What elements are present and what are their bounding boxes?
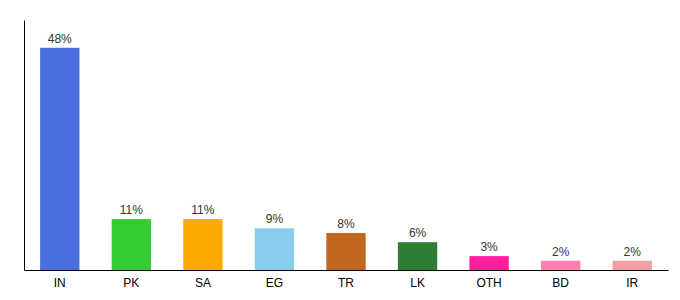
x-tick: PK	[123, 270, 139, 290]
bar	[541, 261, 580, 270]
x-axis-line	[25, 270, 669, 271]
y-axis	[24, 21, 25, 271]
x-tick: TR	[338, 270, 354, 290]
x-tick: EG	[266, 270, 283, 290]
x-tick-label: PK	[123, 276, 139, 290]
y-axis-line	[24, 21, 25, 271]
x-tick: OTH	[476, 270, 501, 290]
x-tick-label: EG	[266, 276, 283, 290]
x-tick-label: TR	[338, 276, 354, 290]
x-tick-label: IR	[626, 276, 638, 290]
bar	[326, 233, 365, 270]
plot: IN PK SA EG TR LK OTH BD IR 48% 11% 11% 9% 8% 6% 3% 2% 2%	[25, 21, 669, 290]
x-tick: IR	[626, 270, 638, 290]
x-tick-label: LK	[410, 276, 425, 290]
data-label: 11%	[120, 203, 143, 217]
data-label: 48%	[48, 32, 72, 46]
data-label: 8%	[337, 217, 355, 231]
chart: IN PK SA EG TR LK OTH BD IR 48% 11% 11% 9% 8% 6% 3% 2% 2%	[0, 0, 680, 300]
data-label: 3%	[480, 240, 498, 254]
x-tick-label: OTH	[476, 276, 501, 290]
x-tick: BD	[552, 270, 569, 290]
bar	[255, 228, 294, 270]
x-tick: IN	[54, 270, 66, 290]
bar	[469, 256, 508, 270]
x-tick: SA	[195, 270, 211, 290]
x-tick-label: BD	[552, 276, 569, 290]
data-label: 2%	[552, 245, 570, 259]
x-tick: LK	[410, 270, 425, 290]
bar	[613, 261, 652, 270]
data-labels: 48% 11% 11% 9% 8% 6% 3% 2% 2%	[48, 32, 641, 259]
bar	[398, 242, 437, 270]
data-label: 2%	[624, 245, 642, 259]
bar	[40, 48, 79, 270]
x-tick-label: SA	[195, 276, 211, 290]
data-label: 6%	[409, 226, 427, 240]
x-tick-label: IN	[54, 276, 66, 290]
bar	[183, 219, 222, 270]
bar	[112, 219, 151, 270]
data-label: 11%	[191, 203, 214, 217]
x-axis: IN PK SA EG TR LK OTH BD IR	[25, 270, 669, 290]
data-label: 9%	[266, 212, 284, 226]
bars	[40, 48, 652, 270]
